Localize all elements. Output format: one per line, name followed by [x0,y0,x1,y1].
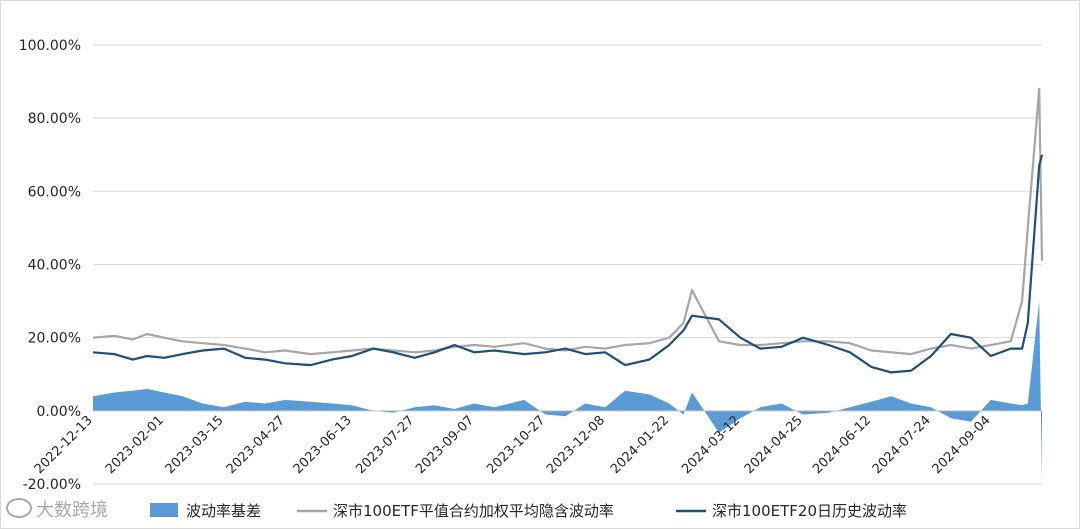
grid-lines [93,44,1042,485]
x-tick-label: 2024-06-12 [810,413,874,477]
series-line-2 [92,154,1044,374]
x-axis-ticks: 2022-12-13 2023-02-012023-03-152023-04-27… [32,413,994,477]
x-tick-label: 2023-06-13 [291,413,355,477]
x-tick-label: 2022-12-13 [32,413,96,477]
x-tick-label: 2023-09-07 [413,413,477,477]
y-tick-label: 0.00% [37,404,81,420]
y-tick-label: -20.00% [23,477,81,493]
watermark-text: 大数跨境 [36,500,108,521]
watermark-logo-icon [6,498,32,518]
series-line-1 [92,87,1044,356]
x-tick-label: 2023-12-08 [544,413,608,477]
x-tick-label: 2023-02-01 [103,413,167,477]
y-tick-label: 100.00% [19,38,81,54]
x-tick-label: 2024-03-12 [679,413,743,477]
series-layer [92,87,1044,484]
legend-label: 深市100ETF平值合约加权平均隐含波动率 [333,502,614,520]
y-axis-ticks: 100.00% 80.00% 60.00% 40.00% 20.00% 0.00% -20.… [19,38,81,493]
legend: 波动率基差 深市100ETF平值合约加权平均隐含波动率 深市100ETF20日历史波… [150,502,907,520]
x-tick-label: 2023-10-27 [484,413,548,477]
x-tick-label: 2024-09-04 [930,413,994,477]
y-tick-label: 60.00% [28,184,81,200]
x-tick-label: 2024-07-24 [870,413,934,477]
x-tick-label: 2024-01-22 [608,413,672,477]
y-tick-label: 80.00% [28,111,81,127]
y-tick-label: 40.00% [28,258,81,274]
x-tick-label: 2023-07-27 [353,413,417,477]
x-tick-label: 2023-03-15 [163,413,227,477]
y-tick-label: 20.00% [28,331,81,347]
x-tick-label: 2023-04-27 [224,413,288,477]
x-tick-label: 2024-04-25 [742,413,806,477]
legend-label: 波动率基差 [186,502,261,520]
legend-swatch-area [150,503,178,517]
watermark: 大数跨境 [6,496,108,522]
legend-label: 深市100ETF20日历史波动率 [712,502,907,520]
